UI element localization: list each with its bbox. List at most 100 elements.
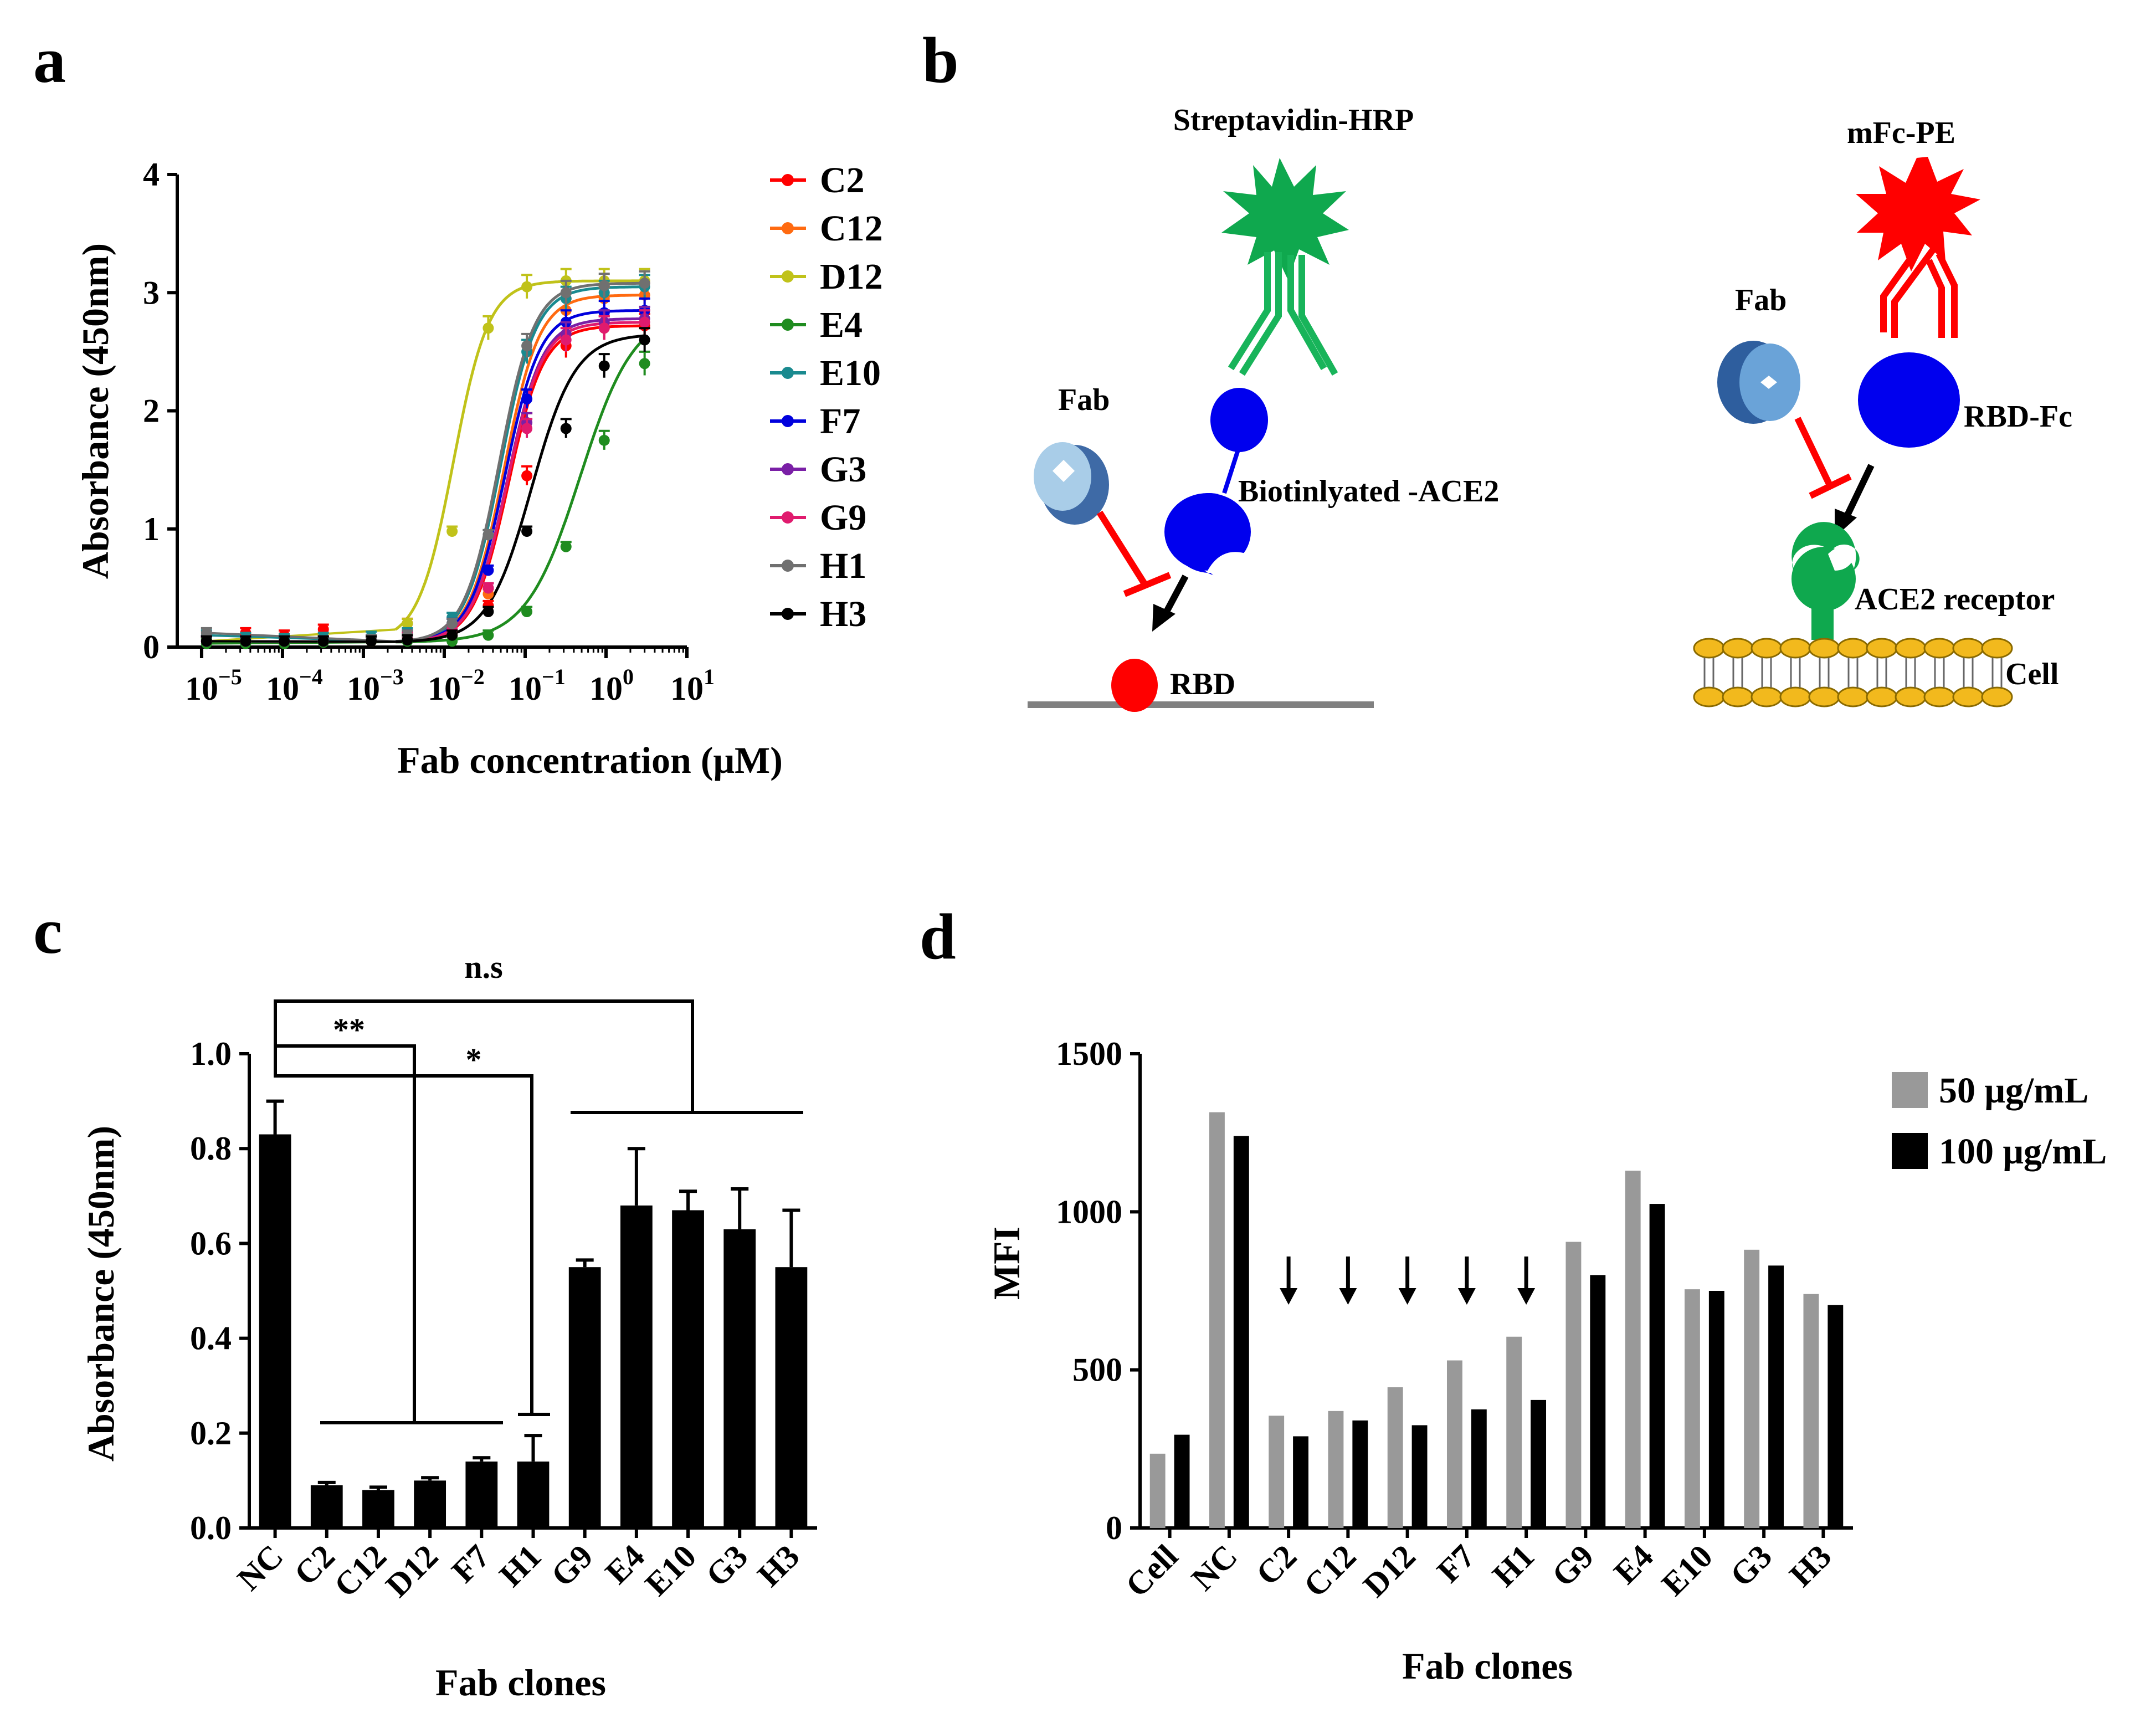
lipid-head-top <box>1923 638 1955 659</box>
lipid-head-top <box>1808 638 1840 659</box>
panel-a-axes: 0 1 2 3 4 10−5 10−4 10−3 10−2 10−1 100 101 <box>143 156 715 707</box>
d-x-tick-label-Cell: Cell <box>1118 1538 1185 1604</box>
pe-antibody-icon <box>1880 242 1958 338</box>
legend-label-50: 50 μg/mL <box>1939 1070 2088 1111</box>
a-legend-label-E10: E10 <box>820 353 881 393</box>
a-curve-base-D12 <box>206 628 396 643</box>
a-curve-E10 <box>395 285 645 643</box>
panel-label-b: b <box>922 24 959 96</box>
c-x-tick-label-E10: E10 <box>638 1538 703 1603</box>
a-x-tick-label: 10−5 <box>185 664 242 707</box>
significance-single-star: * <box>466 1042 482 1078</box>
a-legend-label-E4: E4 <box>820 305 863 345</box>
a-legend-marker-C12 <box>782 222 794 234</box>
a-curve-base-H3 <box>206 640 396 643</box>
d-bar-D12-50 <box>1387 1387 1403 1528</box>
d-bar-C2-100 <box>1293 1436 1309 1528</box>
cell-membrane-icon <box>1693 638 2013 707</box>
a-legend-label-H3: H3 <box>820 594 866 634</box>
lipid-head-top <box>1722 638 1754 659</box>
a-legend-marker-G3 <box>782 463 794 475</box>
c-x-tick-label-C12: C12 <box>327 1538 393 1604</box>
d-bar-Cell-100 <box>1174 1434 1190 1528</box>
lipid-head-bottom <box>1693 686 1725 707</box>
legend-label-100: 100 μg/mL <box>1939 1131 2107 1172</box>
lipid-head-top <box>1779 638 1811 659</box>
rbd-antigen-icon <box>1111 659 1158 712</box>
c-y-tick-label: 0.4 <box>190 1320 232 1357</box>
significance-double-star: ** <box>333 1012 365 1048</box>
lipid-head-top <box>1981 638 2013 659</box>
a-legend-label-C2: C2 <box>820 160 865 201</box>
panel-c-y-axis-title: Absorbance (450nm) <box>80 1126 122 1461</box>
a-curve-D12 <box>394 279 645 631</box>
d-bar-C2-50 <box>1269 1416 1285 1528</box>
a-x-tick-label: 100 <box>589 664 634 707</box>
d-bar-D12-100 <box>1411 1425 1428 1528</box>
a-curve-F7 <box>396 309 645 643</box>
flow-cytometry-assay-diagram: mFc-PE RBD-Fc Fab <box>1693 116 2072 707</box>
d-arrow-down-icon-C12 <box>1339 1288 1357 1305</box>
d-bar-E10-50 <box>1684 1289 1700 1528</box>
legend-swatch-50 <box>1892 1072 1928 1108</box>
a-legend-marker-D12 <box>782 270 794 283</box>
lipid-head-bottom <box>1895 686 1927 707</box>
a-x-tick-label: 10−3 <box>347 664 404 707</box>
d-bar-H1-100 <box>1531 1399 1547 1528</box>
a-y-tick-label: 4 <box>143 156 160 193</box>
d-bar-F7-100 <box>1471 1409 1487 1528</box>
c-bar-D12 <box>414 1480 446 1528</box>
d-bar-G9-50 <box>1565 1242 1582 1528</box>
rbd-fc-label: RBD-Fc <box>1964 399 2072 434</box>
d-bar-F7-50 <box>1446 1360 1462 1528</box>
a-y-tick-label: 0 <box>143 629 160 665</box>
d-bar-H3-100 <box>1828 1305 1844 1528</box>
c-x-tick-label-G3: G3 <box>699 1538 755 1594</box>
legend-swatch-100 <box>1892 1133 1928 1169</box>
d-x-tick-label-H3: H3 <box>1783 1538 1839 1594</box>
c-y-tick-label: 1.0 <box>190 1035 232 1072</box>
a-curve-C12 <box>396 294 645 643</box>
panel-d-x-axis-title: Fab clones <box>1402 1645 1573 1687</box>
d-x-tick-label-D12: D12 <box>1356 1538 1423 1604</box>
rbd-fc-icon <box>1858 352 1960 448</box>
d-x-tick-label-NC: NC <box>1184 1538 1244 1598</box>
c-bar-F7 <box>465 1461 498 1528</box>
d-bar-E4-100 <box>1649 1204 1665 1528</box>
d-x-tick-label-C12: C12 <box>1297 1538 1363 1604</box>
d-bar-Cell-50 <box>1149 1453 1166 1528</box>
a-legend-label-C12: C12 <box>820 208 883 249</box>
a-legend-marker-E10 <box>782 367 794 379</box>
a-x-tick-label: 10−4 <box>266 664 323 707</box>
d-x-tick-label-G9: G9 <box>1545 1538 1601 1594</box>
c-y-tick-label: 0.2 <box>190 1415 232 1452</box>
ace2-receptor-label: ACE2 receptor <box>1855 582 2055 617</box>
c-bar-H3 <box>775 1267 808 1528</box>
c-x-tick-label-F7: F7 <box>445 1538 497 1590</box>
lipid-head-bottom <box>1779 686 1811 707</box>
a-legend-label-D12: D12 <box>820 257 883 297</box>
a-legend-marker-E4 <box>782 319 794 331</box>
a-legend-marker-F7 <box>782 415 794 427</box>
lipid-head-bottom <box>1751 686 1783 707</box>
c-bar-E10 <box>672 1210 704 1528</box>
lipid-head-top <box>1952 638 1984 659</box>
c-bar-E4 <box>620 1205 653 1528</box>
panel-a-y-axis-title: Absorbance (450nm) <box>74 243 116 579</box>
d-arrow-down-icon-F7 <box>1457 1288 1476 1305</box>
d-bar-C12-100 <box>1352 1420 1368 1528</box>
panel-label-a: a <box>33 24 66 96</box>
d-y-tick-label: 1000 <box>1056 1193 1122 1230</box>
a-x-tick-label: 101 <box>670 664 715 707</box>
c-bar-H1 <box>517 1461 550 1528</box>
lipid-head-bottom <box>1722 686 1754 707</box>
d-arrow-down-icon-D12 <box>1398 1288 1416 1305</box>
d-bar-H3-50 <box>1803 1294 1819 1528</box>
d-x-tick-label-H1: H1 <box>1485 1538 1541 1594</box>
panel-a-legend: C2 C12 D12 E4 E10 F7 G3 G9 H1 H3 <box>770 160 883 634</box>
panel-c-significance-brackets <box>274 999 803 1424</box>
d-y-tick-label: 0 <box>1106 1510 1122 1546</box>
fab-label-right: Fab <box>1735 283 1787 317</box>
biotinylated-ace2-label: Biotinlyated -ACE2 <box>1238 474 1499 509</box>
